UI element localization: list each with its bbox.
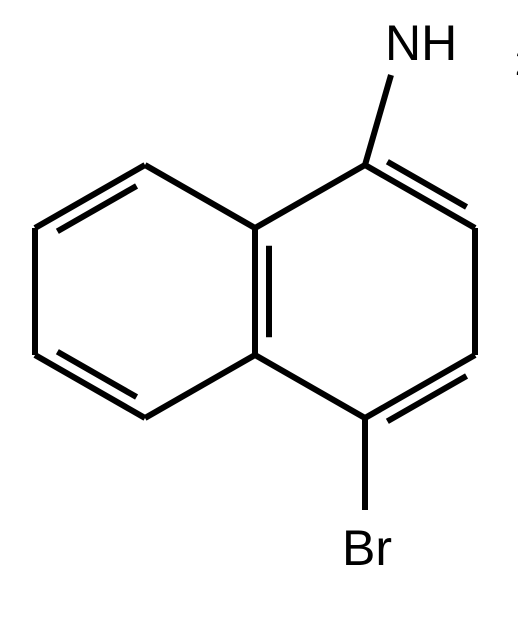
- bromo-label: Br: [342, 520, 392, 576]
- chemical-structure-diagram: NH2Br: [0, 0, 518, 640]
- amine-label: NH: [385, 15, 457, 71]
